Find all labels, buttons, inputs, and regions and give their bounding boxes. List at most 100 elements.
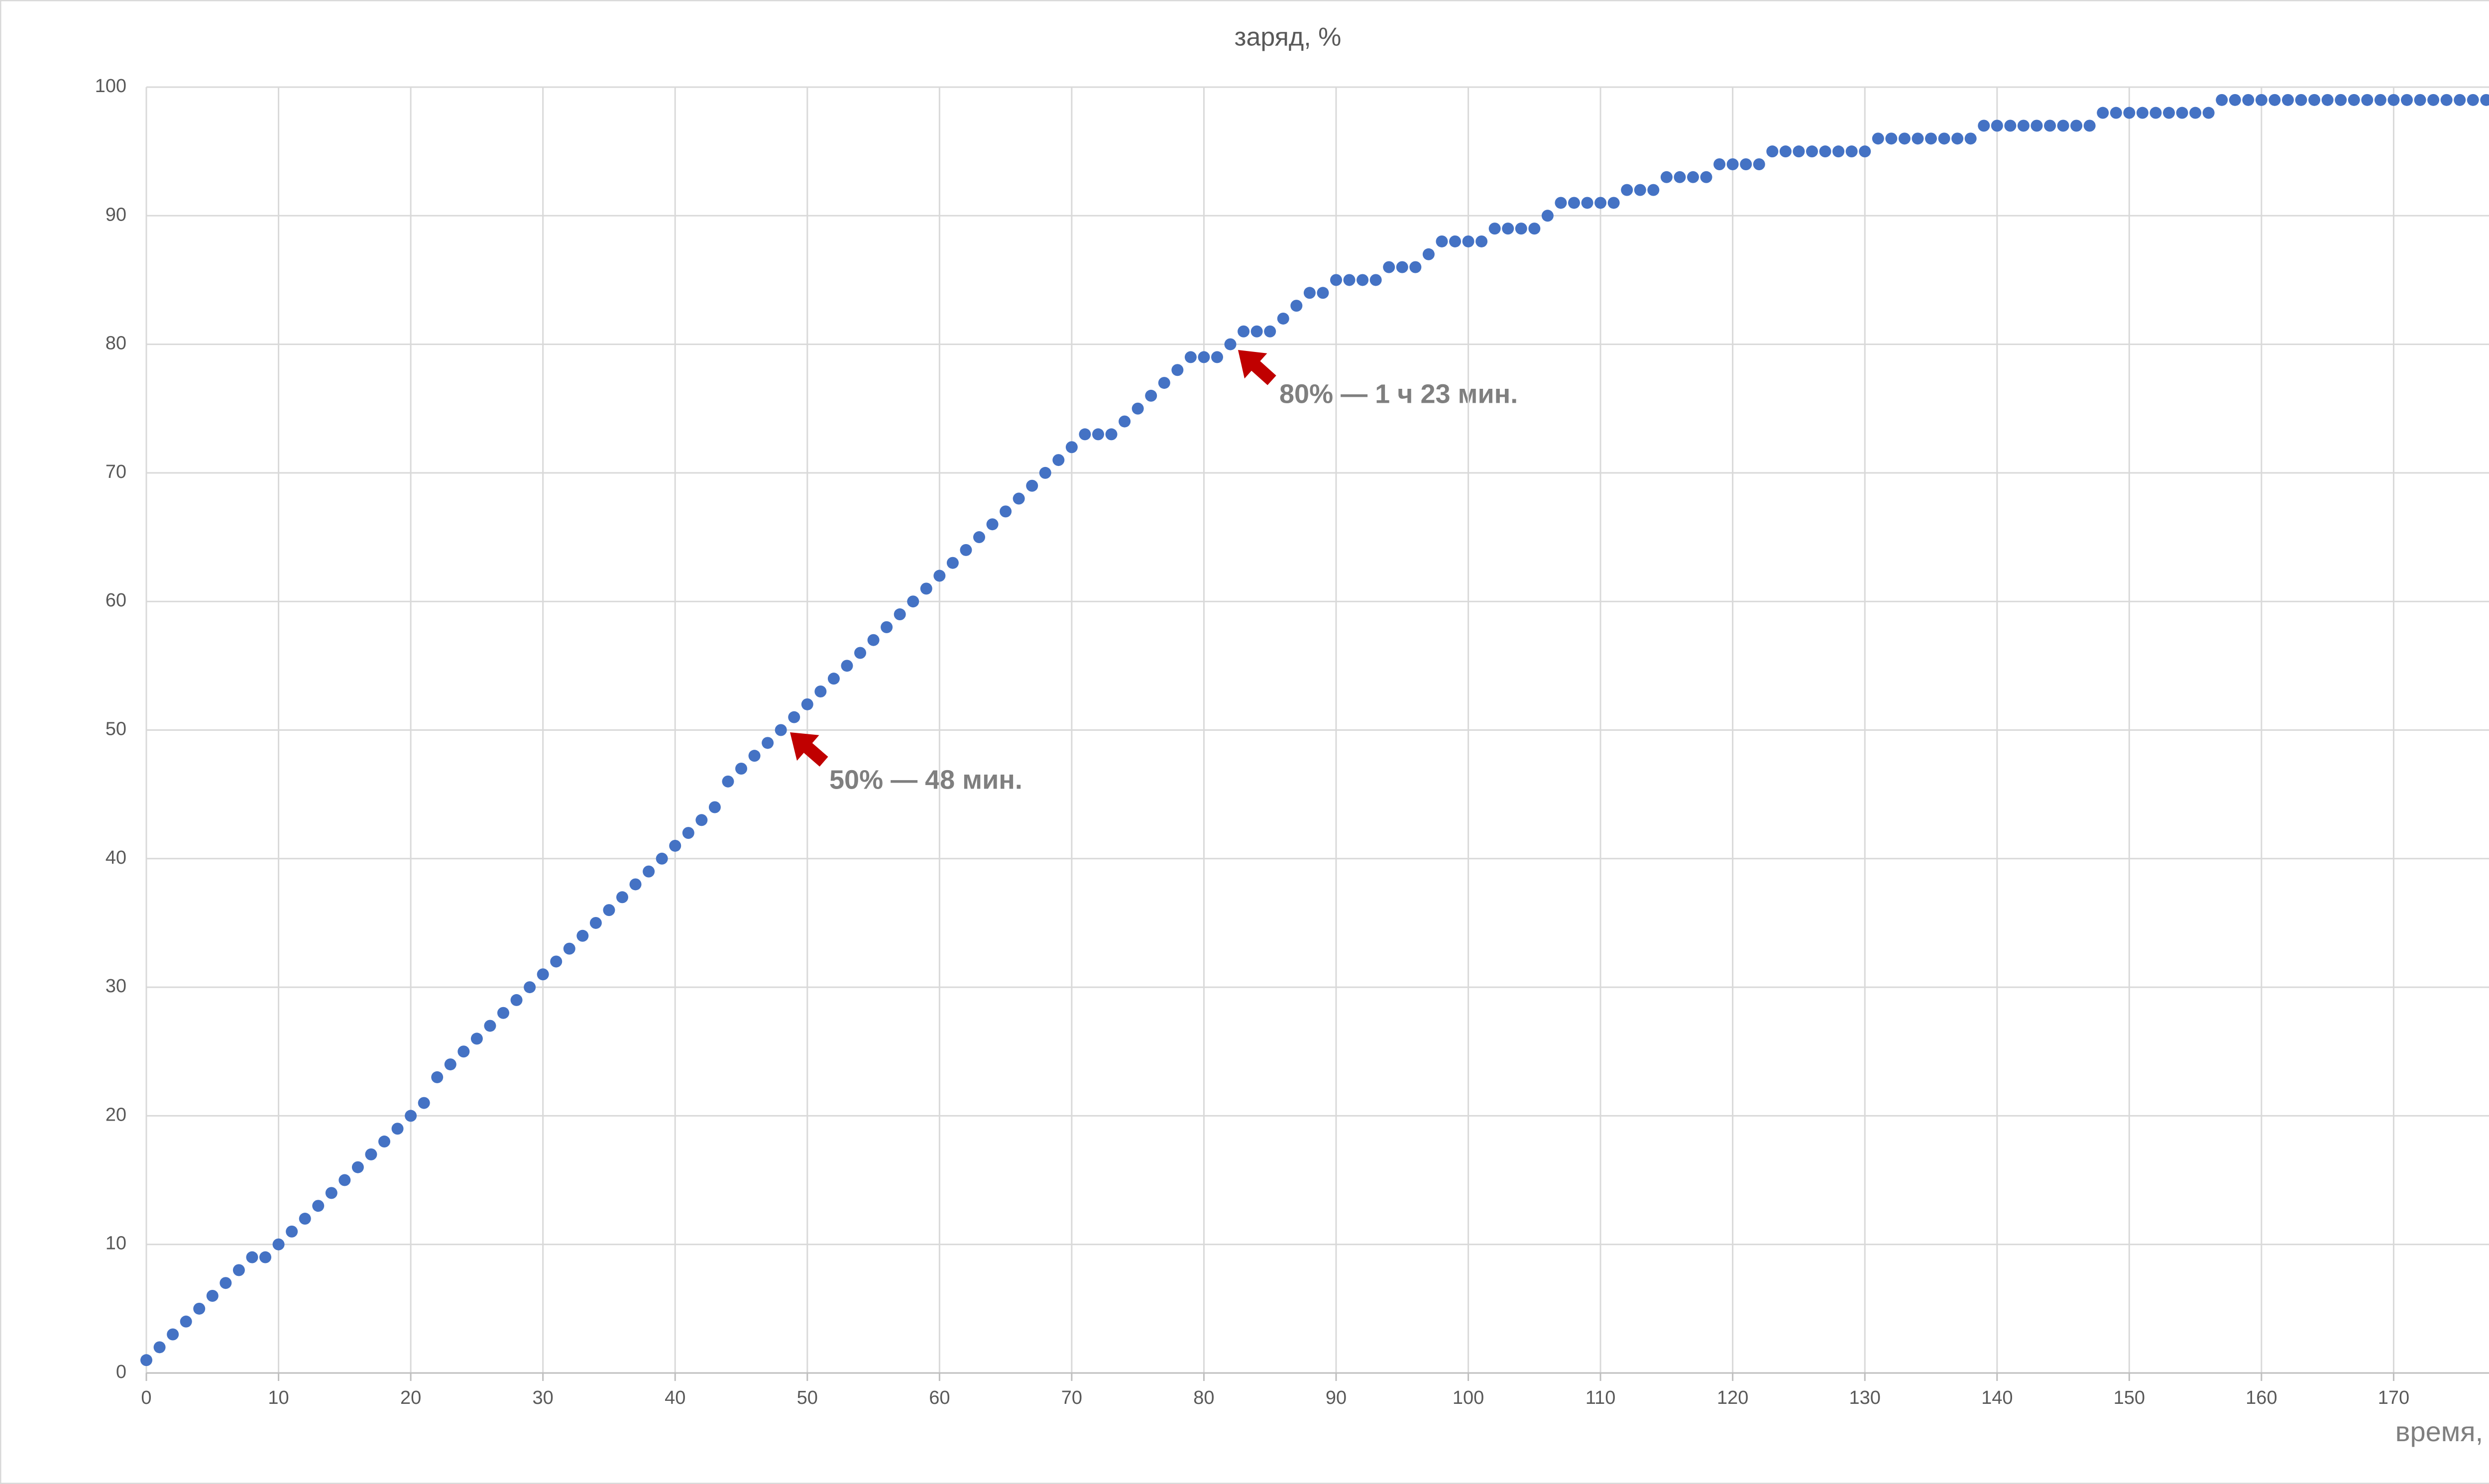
data-point (405, 1110, 417, 1122)
data-point (378, 1136, 390, 1148)
data-point (1317, 287, 1329, 299)
data-point (497, 1007, 509, 1019)
data-point (801, 698, 813, 710)
data-point (973, 531, 985, 544)
data-point (1753, 158, 1765, 170)
data-point (827, 673, 840, 685)
data-point (537, 968, 549, 981)
data-point (695, 814, 708, 826)
data-point (206, 1290, 219, 1302)
data-point (2229, 94, 2241, 106)
data-point (550, 955, 563, 968)
data-point (2083, 119, 2096, 132)
data-point (946, 557, 959, 569)
data-point (2414, 94, 2426, 106)
data-point (1369, 274, 1382, 286)
data-point (1925, 132, 1937, 145)
data-point (2163, 107, 2175, 119)
data-point (1502, 223, 1514, 235)
data-point (1845, 145, 1858, 158)
data-point (933, 570, 946, 582)
data-point (1806, 145, 1818, 158)
x-tick-label: 70 (1061, 1387, 1082, 1408)
data-point (563, 942, 575, 955)
data-point (2454, 94, 2466, 106)
y-tick-label: 100 (95, 76, 126, 97)
y-tick-label: 80 (106, 333, 126, 354)
data-point (167, 1328, 179, 1341)
data-point (1713, 158, 1726, 170)
data-point (1872, 132, 1884, 145)
data-point (2282, 94, 2294, 106)
data-point (2136, 107, 2149, 119)
data-point (2361, 94, 2374, 106)
y-tick-label: 20 (106, 1104, 126, 1125)
data-point (312, 1200, 325, 1212)
x-tick-label: 40 (665, 1387, 685, 1408)
data-point (339, 1174, 351, 1186)
data-point (1039, 466, 1051, 479)
data-point (854, 647, 866, 659)
data-point (1026, 479, 1038, 492)
data-point (2321, 94, 2334, 106)
data-point (470, 1032, 483, 1045)
data-point (1105, 428, 1118, 441)
data-point (484, 1020, 496, 1032)
data-point (629, 878, 642, 891)
data-point (2427, 94, 2440, 106)
y-tick-label: 30 (106, 976, 126, 997)
data-point (1687, 171, 1699, 183)
y-tick-label: 70 (106, 461, 126, 482)
data-point (2440, 94, 2453, 106)
data-point (1250, 325, 1263, 338)
x-axis-label: время, мин. (2395, 1416, 2489, 1447)
data-point (775, 724, 787, 736)
data-point (748, 750, 761, 762)
data-point (220, 1277, 232, 1289)
x-tick-label: 20 (400, 1387, 421, 1408)
data-point (1092, 428, 1104, 441)
data-point (682, 827, 694, 839)
y-tick-label: 0 (116, 1362, 126, 1382)
data-point (351, 1161, 364, 1173)
y-tick-label: 10 (106, 1233, 126, 1254)
data-point (1541, 210, 1554, 222)
data-point (1171, 364, 1184, 376)
data-point (1462, 235, 1474, 247)
data-point (841, 660, 853, 672)
data-point (2070, 119, 2083, 132)
data-point (1079, 428, 1091, 441)
data-point (1343, 274, 1356, 286)
data-point (2308, 94, 2321, 106)
x-tick-label: 130 (1849, 1387, 1881, 1408)
data-point (1052, 454, 1065, 466)
data-point (881, 621, 893, 633)
chart-title: заряд, % (1235, 23, 1342, 52)
x-tick-label: 30 (533, 1387, 554, 1408)
data-point (1131, 402, 1144, 415)
x-tick-label: 80 (1193, 1387, 1214, 1408)
data-point (643, 865, 655, 878)
data-point (2467, 94, 2479, 106)
data-point (960, 544, 972, 556)
data-point (510, 994, 523, 1006)
data-point (2242, 94, 2255, 106)
data-point (669, 839, 681, 852)
x-tick-label: 120 (1717, 1387, 1748, 1408)
data-point (1303, 287, 1316, 299)
data-point (2004, 119, 2017, 132)
data-point (1634, 184, 1646, 196)
data-point (2044, 119, 2056, 132)
annotation-arrow (1238, 350, 1276, 385)
data-point (1647, 184, 1660, 196)
data-point (2401, 94, 2413, 106)
data-point (589, 916, 602, 929)
data-point (1607, 197, 1620, 209)
data-point (986, 518, 999, 531)
data-point (1158, 377, 1170, 389)
data-point (1555, 197, 1567, 209)
data-point (2480, 94, 2489, 106)
